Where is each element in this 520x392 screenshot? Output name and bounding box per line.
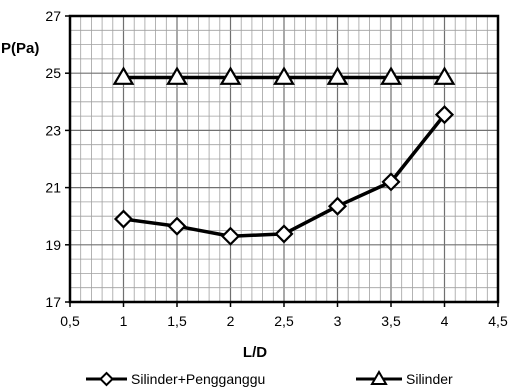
y-tick-label: 25: [45, 65, 61, 81]
x-tick-label: 4: [441, 313, 449, 329]
x-tick-label: 2,5: [274, 313, 294, 329]
x-tick-label: 3: [334, 313, 342, 329]
y-axis-title: P(Pa): [1, 40, 39, 57]
legend-item-series-1: Silinder+Pengganggu: [86, 371, 265, 387]
legend-marker-series-1: [99, 371, 114, 387]
data-point-triangle: [112, 66, 135, 85]
data-point-diamond: [167, 216, 187, 236]
x-tick-label: 0,5: [60, 313, 80, 329]
y-tick-label: 21: [45, 180, 61, 196]
data-point-triangle: [273, 66, 295, 85]
data-point-diamond: [381, 172, 401, 192]
data-point-triangle: [219, 66, 242, 85]
legend-label-series-2: Silinder: [406, 371, 453, 387]
data-point-diamond: [274, 224, 294, 244]
x-tick-label: 1,5: [167, 313, 187, 329]
legend-marker-series-2: [370, 370, 388, 385]
data-point-triangle: [326, 66, 349, 85]
legend-item-series-2: Silinder: [356, 370, 453, 387]
y-tick-label: 23: [45, 122, 61, 138]
data-point-diamond: [113, 209, 134, 229]
x-tick-label: 2: [227, 313, 235, 329]
y-axis-ticks: 17 19 21 23 25 27: [45, 8, 70, 310]
data-point-triangle: [166, 66, 188, 85]
data-point-diamond: [327, 196, 348, 216]
y-tick-label: 17: [45, 294, 61, 310]
x-tick-label: 3,5: [381, 313, 401, 329]
data-point-diamond: [220, 226, 241, 246]
y-tick-label: 27: [45, 8, 61, 24]
series-group: [112, 66, 456, 246]
x-axis-ticks: 0,5 1 1,5 2 2,5 3 3,5 4 4,5: [60, 302, 508, 329]
x-tick-label: 1: [120, 313, 128, 329]
x-tick-label: 4,5: [488, 313, 508, 329]
data-point-diamond: [434, 105, 455, 125]
x-axis-title: L/D: [243, 344, 267, 361]
legend-label-series-1: Silinder+Pengganggu: [131, 371, 265, 387]
gridlines: [70, 16, 498, 302]
data-point-triangle: [380, 66, 402, 85]
data-point-triangle: [433, 66, 456, 85]
legend: Silinder+Pengganggu Silinder: [86, 370, 453, 387]
y-tick-label: 19: [45, 237, 61, 253]
